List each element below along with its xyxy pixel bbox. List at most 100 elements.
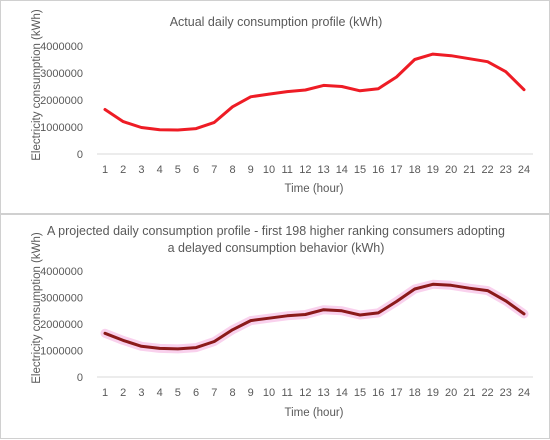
x-tick-label: 6 (193, 164, 199, 176)
x-tick-label: 24 (518, 387, 530, 399)
x-tick-label: 17 (390, 387, 402, 399)
x-tick-label: 5 (175, 164, 181, 176)
data-point (122, 339, 125, 342)
data-point (486, 289, 489, 292)
x-tick-label: 22 (481, 164, 493, 176)
x-tick-label: 12 (299, 387, 311, 399)
data-point (322, 84, 325, 87)
x-tick-label: 18 (409, 387, 421, 399)
x-tick-label: 23 (500, 164, 512, 176)
data-point (486, 60, 489, 63)
data-point (504, 70, 507, 73)
data-point (431, 52, 435, 56)
y-tick-label: 0 (77, 149, 83, 161)
data-point (194, 127, 198, 130)
data-point (103, 332, 107, 335)
data-point (413, 287, 416, 291)
data-point (231, 105, 234, 108)
x-tick-label: 11 (281, 164, 292, 176)
chart-projected: A projected daily consumption profile - … (31, 224, 533, 419)
y-tick-label: 3000000 (40, 293, 83, 305)
x-tick-label: 15 (354, 387, 366, 399)
x-tick-label: 3 (138, 387, 144, 399)
data-point (176, 347, 180, 351)
x-tick-label: 8 (229, 164, 235, 176)
x-tick-label: 21 (463, 387, 475, 399)
data-point (377, 311, 380, 315)
x-tick-label: 9 (248, 387, 254, 399)
chart-title: Actual daily consumption profile (kWh) (170, 15, 383, 29)
x-tick-label: 22 (481, 387, 493, 399)
data-point (194, 346, 198, 349)
data-point (468, 287, 471, 290)
series-line (103, 52, 526, 132)
data-point (431, 283, 435, 286)
x-tick-label: 7 (211, 387, 217, 399)
data-point (304, 88, 307, 92)
data-point (340, 309, 344, 312)
data-point (249, 95, 252, 98)
data-point (522, 88, 526, 91)
chart-title-line-1: A projected daily consumption profile - … (47, 224, 505, 238)
x-tick-group: 1 2 3 4 5 6 7 8 9 10 11 12 13 14 15 16 17 18 19 20 21 22 23 24 (102, 387, 530, 399)
data-point (468, 57, 471, 60)
x-tick-label: 19 (427, 387, 439, 399)
x-tick-label: 2 (120, 164, 126, 176)
x-tick-label: 2 (120, 387, 126, 399)
y-tick-label: 2000000 (40, 319, 83, 331)
data-point (213, 121, 216, 124)
chart-panel-projected: A projected daily consumption profile - … (0, 214, 550, 439)
x-tick-label: 11 (281, 387, 292, 399)
x-tick-label: 21 (463, 164, 475, 176)
x-tick-label: 24 (518, 164, 530, 176)
data-point (285, 90, 289, 93)
x-tick-label: 20 (445, 387, 457, 399)
x-tick-label: 14 (336, 387, 348, 399)
data-point (504, 299, 507, 303)
data-point (449, 284, 453, 287)
chart-panel-actual: Actual daily consumption profile (kWh) E… (0, 0, 550, 214)
chart-title-line-2: a delayed consumption behavior (kWh) (168, 241, 385, 255)
x-tick-group: 1 2 3 4 5 6 7 8 9 10 11 12 13 14 15 16 17 18 19 20 21 22 23 24 (102, 164, 530, 176)
x-tick-label: 16 (372, 164, 384, 176)
y-tick-label: 4000000 (40, 266, 83, 278)
x-axis-label: Time (hour) (285, 407, 344, 419)
series-group (100, 279, 529, 354)
data-point (449, 54, 453, 57)
y-tick-group: 0 1000000 2000000 3000000 4000000 (40, 41, 83, 161)
x-tick-label: 5 (175, 387, 181, 399)
x-tick-label: 4 (157, 387, 163, 399)
data-point (522, 312, 526, 316)
x-tick-label: 17 (390, 164, 402, 176)
y-tick-group: 0 1000000 2000000 3000000 4000000 (40, 266, 83, 384)
x-tick-label: 16 (372, 387, 384, 399)
series-group (103, 52, 526, 132)
data-point (358, 313, 362, 317)
data-point (213, 340, 216, 343)
x-tick-label: 13 (317, 387, 329, 399)
series-glow (100, 279, 529, 354)
data-point (158, 347, 161, 350)
x-tick-label: 8 (229, 387, 235, 399)
x-axis-label: Time (hour) (285, 183, 344, 195)
x-tick-label: 15 (354, 164, 366, 176)
x-tick-label: 18 (409, 164, 421, 176)
data-point (285, 314, 289, 317)
data-point (377, 87, 380, 90)
data-point (176, 128, 180, 132)
x-tick-label: 14 (336, 164, 348, 176)
data-point (140, 345, 143, 348)
x-tick-label: 12 (299, 164, 311, 176)
x-tick-label: 13 (317, 164, 329, 176)
y-tick-label: 4000000 (40, 41, 83, 53)
y-axis-label: Electricity consumption (kWh) (31, 232, 43, 384)
y-tick-label: 0 (77, 372, 83, 384)
data-point (395, 300, 398, 303)
chart-actual: Actual daily consumption profile (kWh) E… (31, 9, 533, 195)
x-tick-label: 1 (102, 164, 108, 176)
data-point (267, 92, 271, 96)
x-tick-label: 3 (138, 164, 144, 176)
x-tick-label: 9 (248, 164, 254, 176)
y-axis-label: Electricity consumption (kWh) (31, 9, 43, 161)
y-tick-label: 1000000 (40, 346, 83, 358)
